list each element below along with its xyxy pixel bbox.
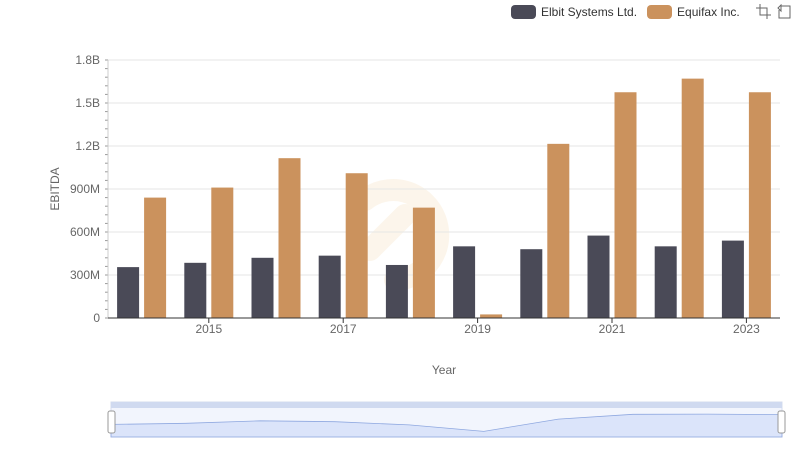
slider-left-handle[interactable] — [107, 410, 116, 434]
y-tick-label: 1.8B — [75, 53, 100, 67]
gridlines — [108, 59, 780, 319]
legend-label-elbit: Elbit Systems Ltd. — [541, 4, 638, 19]
y-tick-label: 600M — [70, 225, 100, 239]
y-tick-label: 900M — [70, 182, 100, 196]
bar-equifax-2019[interactable] — [480, 314, 503, 318]
legend-item-equifax[interactable]: Equifax Inc. — [647, 4, 740, 19]
zoom-icon[interactable] — [755, 4, 771, 19]
bar-equifax-2020[interactable] — [547, 143, 570, 318]
bar-elbit-2018[interactable] — [385, 264, 408, 318]
x-axis-label: Year — [432, 363, 456, 377]
bar-elbit-2016[interactable] — [251, 257, 274, 318]
bar-equifax-2018[interactable] — [412, 207, 435, 318]
bar-equifax-2015[interactable] — [211, 187, 234, 318]
x-tick-label: 2017 — [330, 322, 357, 336]
x-tick-label: 2021 — [599, 322, 626, 336]
x-axis: 2015 2017 2019 2021 2023 — [108, 317, 780, 336]
y-axis-label: EBITDA — [48, 167, 62, 210]
bar-equifax-2021[interactable] — [614, 92, 637, 318]
x-tick-label: 2019 — [464, 322, 491, 336]
bar-elbit-2019[interactable] — [453, 246, 476, 318]
bar-equifax-2023[interactable] — [748, 92, 771, 318]
legend-item-elbit[interactable]: Elbit Systems Ltd. — [511, 4, 638, 19]
x-tick-label: 2015 — [195, 322, 222, 336]
bar-equifax-2017[interactable] — [345, 173, 368, 318]
data-zoom-slider[interactable] — [107, 401, 786, 438]
bars — [117, 78, 771, 318]
y-tick-label: 1.5B — [75, 96, 100, 110]
bar-elbit-2015[interactable] — [184, 262, 207, 318]
bar-elbit-2022[interactable] — [654, 246, 677, 318]
y-tick-label: 0 — [93, 311, 100, 325]
slider-right-handle[interactable] — [777, 410, 786, 434]
bar-equifax-2014[interactable] — [144, 197, 167, 318]
legend-swatch-equifax — [647, 4, 673, 19]
bar-elbit-2020[interactable] — [520, 249, 543, 318]
y-tick-label: 1.2B — [75, 139, 100, 153]
bar-elbit-2014[interactable] — [117, 267, 140, 318]
legend-swatch-elbit — [511, 4, 536, 19]
legend: Elbit Systems Ltd. Equifax Inc. — [511, 4, 792, 19]
slider-top-bar[interactable] — [111, 402, 782, 408]
bar-elbit-2023[interactable] — [721, 240, 744, 318]
bar-elbit-2017[interactable] — [318, 255, 341, 318]
bar-elbit-2021[interactable] — [587, 235, 610, 318]
legend-label-equifax: Equifax Inc. — [677, 4, 740, 19]
y-tick-label: 300M — [70, 268, 100, 282]
bar-equifax-2022[interactable] — [681, 78, 704, 318]
x-tick-label: 2023 — [733, 322, 760, 336]
y-axis: 0 300M 600M 900M 1.2B 1.5B 1.8B — [70, 53, 109, 325]
restore-icon[interactable] — [777, 4, 792, 19]
bar-equifax-2016[interactable] — [278, 158, 301, 318]
